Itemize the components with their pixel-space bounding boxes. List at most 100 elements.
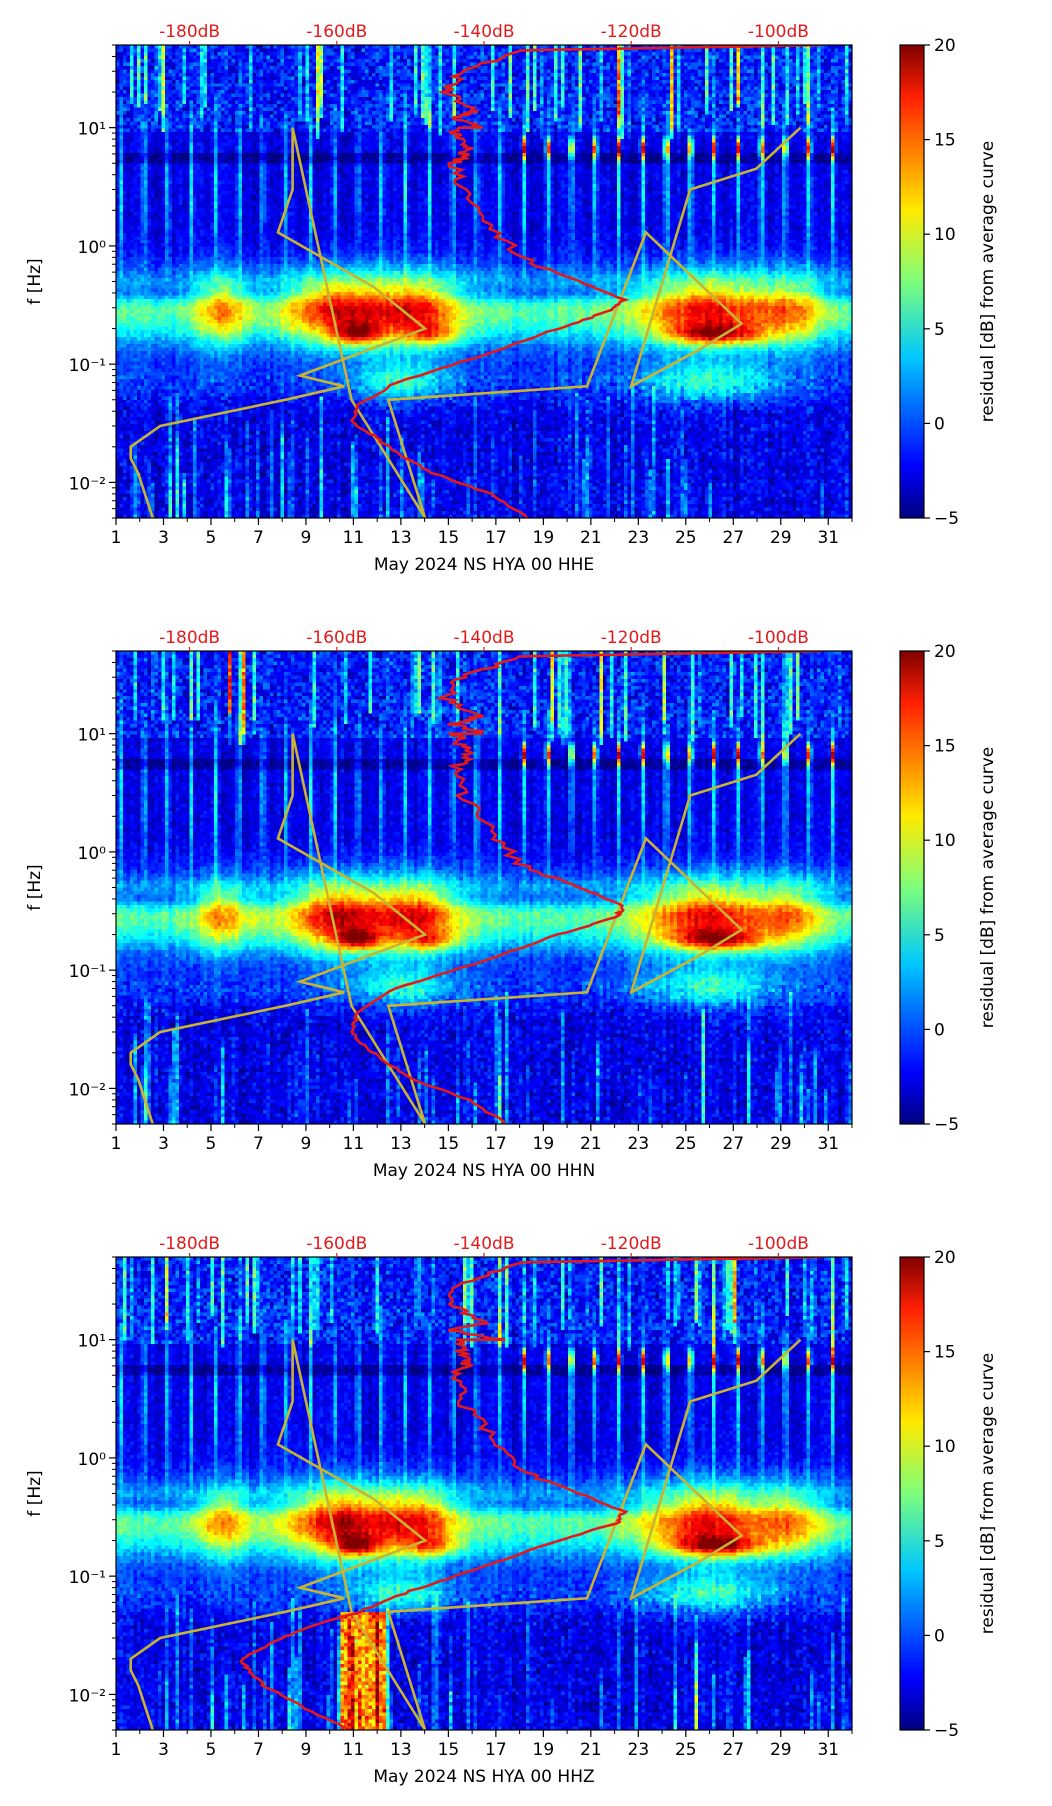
spectrogram-heatmap: [116, 651, 852, 1124]
y-axis-label: f [Hz]: [25, 1470, 45, 1516]
top-db-label: -120dB: [601, 1234, 662, 1254]
x-tick-label: 29: [770, 1740, 792, 1760]
x-tick-label: 19: [533, 528, 555, 548]
x-tick-label: 31: [817, 1134, 839, 1154]
x-tick-label: 7: [253, 1134, 264, 1154]
y-tick-label: 10⁻¹: [69, 1568, 106, 1588]
x-tick-label: 27: [722, 528, 744, 548]
top-db-label: -120dB: [601, 628, 662, 648]
colorbar-gradient: [899, 650, 925, 1125]
x-tick-label: 13: [390, 1134, 412, 1154]
x-tick-label: 3: [158, 1134, 169, 1154]
x-tick-label: 15: [438, 1740, 460, 1760]
top-db-label: -100dB: [748, 22, 809, 42]
colorbar-tick-label: 20: [934, 36, 956, 56]
x-axis-label: May 2024 NS HYA 00 HHZ: [373, 1767, 594, 1787]
y-tick-label: 10⁻²: [69, 1686, 106, 1706]
colorbar: −5 0 5 10 15 20 residual [dB] from average cur…: [899, 642, 998, 1135]
x-tick-label: 19: [533, 1740, 555, 1760]
colorbar-tick-label: 0: [934, 1626, 945, 1646]
x-tick-label: 31: [817, 1740, 839, 1760]
colorbar-tick-label: 10: [934, 225, 956, 245]
x-tick-label: 19: [533, 1134, 555, 1154]
colorbar-tick-label: −5: [934, 1115, 959, 1135]
x-tick-label: 25: [675, 1740, 697, 1760]
x-tick-label: 17: [485, 1134, 507, 1154]
colorbar-tick-label: 5: [934, 320, 945, 340]
x-tick-label: 23: [628, 528, 650, 548]
top-db-label: -160dB: [306, 628, 367, 648]
x-tick-label: 17: [485, 528, 507, 548]
x-tick-label: 25: [675, 1134, 697, 1154]
x-tick-label: 11: [343, 1134, 365, 1154]
x-tick-label: 29: [770, 528, 792, 548]
y-tick-label: 10¹: [78, 1332, 106, 1352]
colorbar-tick-label: 15: [934, 1343, 956, 1363]
colorbar-label: residual [dB] from average curve: [978, 1353, 998, 1634]
x-tick-label: 5: [206, 1740, 217, 1760]
x-tick-label: 9: [301, 1740, 312, 1760]
top-db-label: -100dB: [748, 1234, 809, 1254]
x-tick-label: 17: [485, 1740, 507, 1760]
x-tick-label: 3: [158, 528, 169, 548]
colorbar-tick-label: 10: [934, 1437, 956, 1457]
top-db-label: -180dB: [159, 22, 220, 42]
spectrogram-panel-3: 1 3 5 7 9 11 13 15 17 19 21 23 25 27 29 3110⁻²10⁻¹10⁰10…: [25, 1234, 998, 1787]
x-tick-label: 21: [580, 1134, 602, 1154]
y-axis-label: f [Hz]: [25, 258, 45, 304]
colorbar-gradient: [899, 44, 925, 519]
psd-curve: [349, 651, 823, 1124]
spectrogram-heatmap: [116, 1257, 852, 1730]
colorbar-tick-label: 20: [934, 1248, 956, 1268]
psd-curve: [349, 45, 823, 518]
top-db-label: -160dB: [306, 1234, 367, 1254]
colorbar-tick-label: 15: [934, 131, 956, 151]
x-axis-label: May 2024 NS HYA 00 HHE: [374, 555, 594, 575]
colorbar: −5 0 5 10 15 20 residual [dB] from average cur…: [899, 36, 998, 529]
y-tick-label: 10⁻¹: [69, 962, 106, 982]
x-tick-label: 1: [111, 528, 122, 548]
top-db-label: -140dB: [453, 628, 514, 648]
x-tick-label: 7: [253, 1740, 264, 1760]
top-db-label: -140dB: [453, 22, 514, 42]
x-tick-label: 15: [438, 528, 460, 548]
x-tick-label: 31: [817, 528, 839, 548]
colorbar-tick-label: 15: [934, 737, 956, 757]
psd-curve: [239, 1257, 823, 1730]
x-tick-label: 23: [628, 1740, 650, 1760]
top-db-label: -180dB: [159, 1234, 220, 1254]
x-tick-label: 11: [343, 1740, 365, 1760]
colorbar-tick-label: 0: [934, 1020, 945, 1040]
colorbar-tick-label: 20: [934, 642, 956, 662]
x-tick-label: 21: [580, 528, 602, 548]
x-tick-label: 9: [301, 1134, 312, 1154]
noise-model-curve: [129, 732, 802, 1124]
x-axis-label: May 2024 NS HYA 00 HHN: [373, 1161, 595, 1181]
x-tick-label: 29: [770, 1134, 792, 1154]
y-tick-label: 10¹: [78, 120, 106, 140]
noise-model-curve: [129, 126, 802, 518]
top-db-label: -100dB: [748, 628, 809, 648]
y-tick-label: 10⁻¹: [69, 356, 106, 376]
x-tick-label: 21: [580, 1740, 602, 1760]
x-tick-label: 5: [206, 1134, 217, 1154]
colorbar-label: residual [dB] from average curve: [978, 747, 998, 1028]
top-db-label: -120dB: [601, 22, 662, 42]
colorbar-tick-label: −5: [934, 1721, 959, 1741]
top-db-label: -180dB: [159, 628, 220, 648]
y-tick-label: 10⁰: [78, 844, 107, 864]
spectrogram-heatmap: [116, 45, 852, 518]
y-tick-label: 10⁰: [78, 1450, 107, 1470]
x-tick-label: 1: [111, 1740, 122, 1760]
colorbar: −5 0 5 10 15 20 residual [dB] from average cur…: [899, 1248, 998, 1741]
x-tick-label: 25: [675, 528, 697, 548]
x-tick-label: 13: [390, 1740, 412, 1760]
x-tick-label: 11: [343, 528, 365, 548]
x-tick-label: 15: [438, 1134, 460, 1154]
y-tick-label: 10⁻²: [69, 474, 106, 494]
colorbar-gradient: [899, 1256, 925, 1731]
y-tick-label: 10⁻²: [69, 1080, 106, 1100]
x-tick-label: 9: [301, 528, 312, 548]
x-tick-label: 27: [722, 1134, 744, 1154]
